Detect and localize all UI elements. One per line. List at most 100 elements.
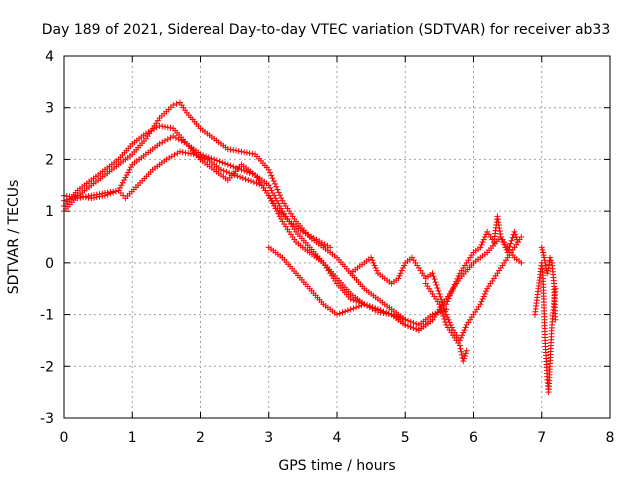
data-point bbox=[462, 350, 469, 357]
data-point bbox=[168, 153, 175, 160]
data-point bbox=[449, 287, 456, 294]
y-axis-label: SDTVAR / TECUs bbox=[6, 180, 22, 295]
data-point bbox=[461, 355, 468, 362]
data-point bbox=[456, 342, 463, 349]
data-point bbox=[460, 358, 467, 365]
data-point bbox=[273, 208, 280, 215]
data-point bbox=[266, 169, 273, 176]
data-point bbox=[249, 150, 256, 157]
data-point bbox=[436, 290, 443, 297]
data-point bbox=[321, 241, 328, 248]
data-point bbox=[181, 139, 188, 146]
data-point bbox=[265, 182, 272, 189]
data-point bbox=[368, 254, 375, 261]
data-point bbox=[156, 122, 163, 129]
data-point bbox=[460, 329, 467, 336]
data-point bbox=[344, 307, 351, 314]
data-point bbox=[478, 298, 485, 305]
data-point bbox=[477, 244, 484, 251]
data-point bbox=[350, 297, 357, 304]
data-point bbox=[185, 150, 192, 157]
data-point bbox=[171, 151, 178, 158]
data-point bbox=[107, 189, 114, 196]
data-point bbox=[71, 194, 78, 201]
data-point bbox=[440, 302, 447, 309]
data-point bbox=[369, 257, 376, 264]
data-point bbox=[166, 154, 173, 161]
data-point bbox=[353, 298, 360, 305]
y-tick-label: -2 bbox=[40, 359, 54, 375]
data-point bbox=[445, 316, 452, 323]
data-point bbox=[80, 194, 87, 201]
data-point bbox=[454, 275, 461, 282]
x-tick-label: 1 bbox=[128, 430, 137, 446]
data-point bbox=[276, 192, 283, 199]
data-point bbox=[436, 301, 443, 308]
data-point bbox=[265, 166, 272, 173]
data-point bbox=[439, 299, 446, 306]
data-point bbox=[355, 303, 362, 310]
data-point bbox=[540, 252, 547, 259]
data-point bbox=[110, 188, 117, 195]
data-point bbox=[275, 210, 282, 217]
data-point bbox=[182, 149, 189, 156]
data-point bbox=[275, 189, 282, 196]
data-point bbox=[230, 147, 237, 154]
data-point bbox=[276, 213, 283, 220]
data-point bbox=[241, 149, 248, 156]
data-point bbox=[235, 165, 242, 172]
data-point bbox=[509, 234, 516, 241]
series-track-6 bbox=[347, 234, 525, 344]
data-point bbox=[370, 259, 377, 266]
data-point bbox=[238, 166, 245, 173]
data-point bbox=[245, 177, 252, 184]
data-point bbox=[443, 311, 450, 318]
data-point bbox=[457, 334, 464, 341]
series-track-5 bbox=[265, 234, 525, 334]
data-point bbox=[514, 239, 521, 246]
data-point bbox=[481, 234, 488, 240]
data-point bbox=[479, 239, 486, 246]
data-point bbox=[112, 187, 119, 194]
data-point bbox=[544, 267, 551, 274]
data-point bbox=[504, 249, 511, 256]
data-point bbox=[159, 123, 166, 130]
data-point bbox=[162, 137, 169, 144]
data-point bbox=[542, 262, 549, 269]
data-point bbox=[380, 308, 387, 315]
data-point bbox=[413, 320, 420, 327]
data-point bbox=[450, 284, 457, 291]
data-point bbox=[373, 267, 380, 274]
data-point bbox=[445, 295, 452, 302]
axis-ticks: 0 1 2 3 4 5 6 7 8 -3 -2 -1 0 1 2 3 4 bbox=[40, 49, 614, 446]
data-point bbox=[162, 123, 169, 130]
data-point bbox=[222, 160, 229, 167]
data-point bbox=[164, 124, 171, 131]
data-point bbox=[74, 195, 81, 202]
y-tick-label: 0 bbox=[45, 256, 54, 272]
data-point bbox=[241, 167, 248, 174]
data-point bbox=[232, 147, 239, 154]
data-point bbox=[401, 262, 408, 269]
chart-title: Day 189 of 2021, Sidereal Day-to-day VTE… bbox=[42, 22, 611, 38]
data-point bbox=[458, 348, 465, 355]
data-point bbox=[518, 259, 525, 266]
data-point bbox=[178, 137, 185, 144]
data-point bbox=[437, 304, 444, 311]
data-point bbox=[88, 192, 95, 199]
data-point bbox=[461, 327, 468, 334]
data-point bbox=[123, 171, 130, 178]
data-point bbox=[270, 178, 277, 185]
data-point bbox=[458, 351, 465, 358]
data-point bbox=[361, 301, 368, 308]
data-point bbox=[118, 182, 125, 189]
data-point bbox=[541, 254, 548, 261]
data-point bbox=[364, 302, 371, 309]
data-point bbox=[273, 183, 280, 190]
data-point bbox=[546, 254, 553, 261]
data-point bbox=[235, 148, 242, 155]
data-point bbox=[249, 170, 256, 177]
data-point bbox=[167, 124, 174, 131]
data-point bbox=[121, 177, 128, 184]
